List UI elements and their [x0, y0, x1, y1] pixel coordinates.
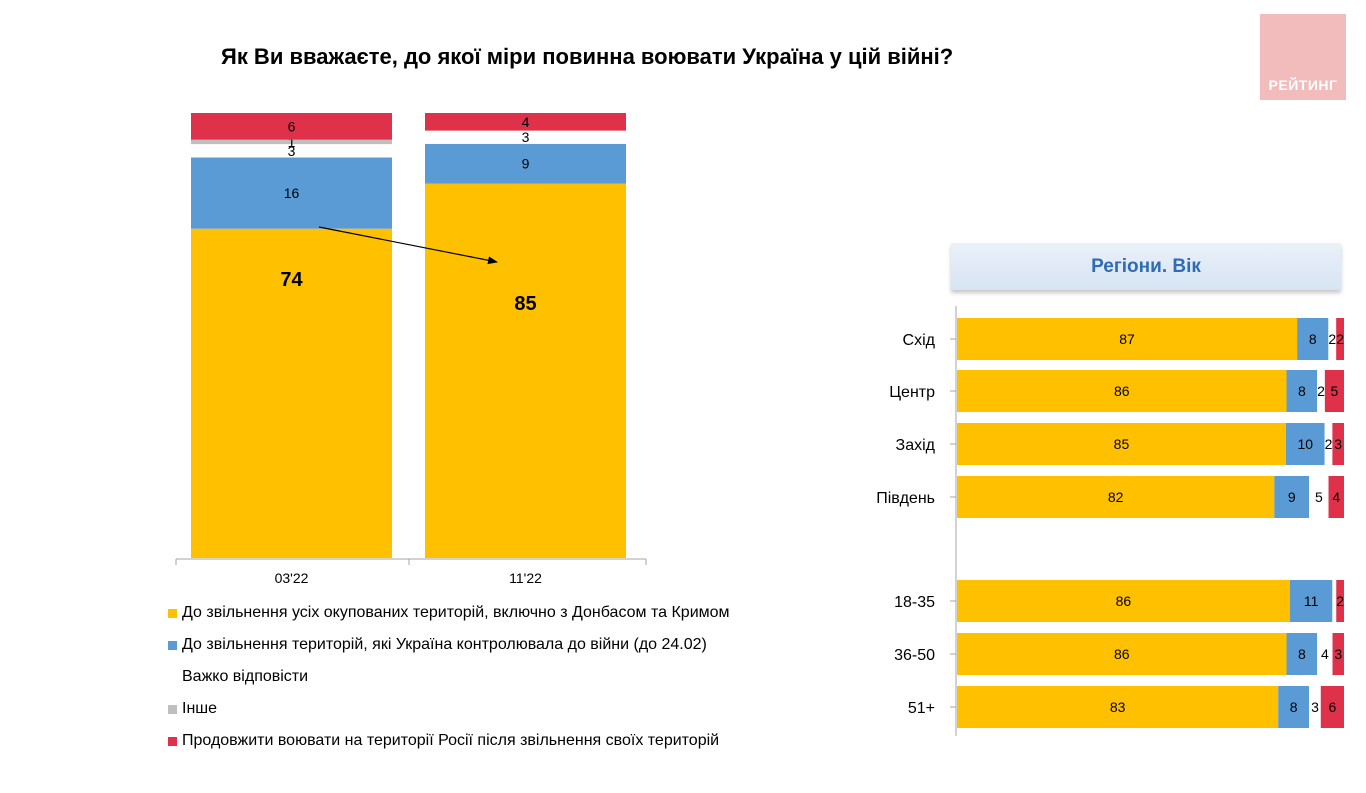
- logo-text: РЕЙТИНГ: [1268, 77, 1338, 93]
- column-segment: [425, 130, 626, 144]
- legend-swatch: [168, 705, 177, 714]
- legend-swatch: [168, 641, 177, 650]
- trend-arrow: [318, 226, 498, 265]
- legend-swatch: [168, 737, 177, 746]
- legend-label: Інше: [182, 700, 218, 717]
- data-label: 6: [288, 118, 296, 134]
- category-label: 11'22: [509, 570, 542, 586]
- data-label: 74: [280, 269, 303, 291]
- data-label: 16: [284, 185, 300, 201]
- column-segment: [425, 183, 626, 558]
- rating-logo: РЕЙТИНГ: [1260, 14, 1346, 100]
- category-label: 03'22: [275, 570, 309, 586]
- legend-label: Важко відповісти: [182, 668, 309, 685]
- column-segment: [191, 139, 392, 145]
- column-segment: [425, 143, 626, 184]
- data-label: 1: [288, 134, 296, 150]
- data-label: 4: [522, 114, 530, 130]
- column-segment: [425, 113, 626, 131]
- data-label: 85: [514, 293, 536, 315]
- column-segment: [191, 157, 392, 229]
- region-age-title: Регіони. Вік: [1091, 256, 1201, 277]
- column-segment: [191, 144, 392, 158]
- column-segment: [191, 113, 392, 140]
- data-label: 3: [522, 129, 530, 145]
- data-label: 9: [522, 156, 530, 172]
- data-label: 3: [288, 143, 296, 159]
- legend-label: До звільнення усіх окупованих територій,…: [182, 604, 730, 621]
- legend-label: До звільнення територій, які Україна кон…: [182, 636, 707, 653]
- page-title: Як Ви вважаєте, до якої міри повинна вою…: [221, 44, 954, 69]
- legend-label: Продовжити воювати на території Росії пі…: [182, 732, 720, 749]
- column-segment: [191, 228, 392, 558]
- legend-swatch: [168, 609, 177, 618]
- region-age-header: Регіони. Вік: [951, 243, 1341, 290]
